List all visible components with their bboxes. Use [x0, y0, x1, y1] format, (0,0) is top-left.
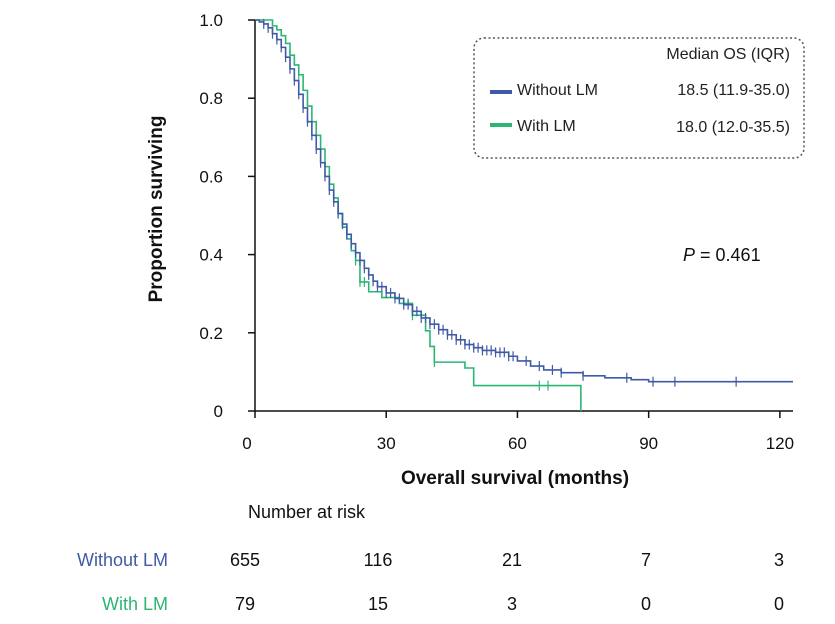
y-tick-label: 0	[214, 402, 223, 421]
km-survival-chart: 0 0.2 0.4 0.6 0.8 1.0 0 30 60 90 120 Proportion s…	[146, 11, 805, 489]
p-value-annotation: P = 0.461	[683, 245, 761, 265]
risk-cell: 3	[773, 550, 784, 570]
risk-cell: 3	[506, 594, 517, 614]
risk-cell: 0	[640, 594, 651, 614]
risk-table-title: Number at risk	[248, 502, 366, 522]
risk-cell: 15	[367, 594, 389, 614]
y-tick-label: 0.8	[199, 89, 223, 108]
y-tick-label: 0.6	[199, 167, 223, 186]
x-tick-label: 120	[766, 434, 794, 453]
series-layer	[255, 18, 793, 411]
p-value-text: = 0.461	[695, 245, 761, 265]
legend-border	[473, 37, 805, 159]
x-tick-label: 30	[377, 434, 396, 453]
risk-cell: 7	[640, 550, 651, 570]
legend-label-with-lm: With LM	[517, 118, 576, 135]
x-axis-title: Overall survival (months)	[401, 468, 629, 489]
risk-cell: 21	[501, 550, 523, 570]
y-tick-label: 1.0	[199, 11, 223, 30]
y-axis-title: Proportion surviving	[146, 116, 167, 303]
y-tick-label: 0.2	[199, 324, 223, 343]
legend-median-with-lm: 18.0 (12.0-35.5)	[676, 119, 790, 136]
risk-cell: 655	[229, 550, 261, 570]
risk-row-with-lm: With LM 79 15 3 0 0	[0, 594, 835, 618]
y-axis-ticks: 0 0.2 0.4 0.6 0.8 1.0	[199, 11, 255, 421]
legend-median-without-lm: 18.5 (11.9-35.0)	[677, 82, 790, 99]
risk-row-label: Without LM	[76, 550, 168, 570]
km-curve-without-lm	[255, 19, 793, 383]
risk-cell: 0	[773, 594, 784, 614]
risk-row-without-lm: Without LM 655 116 21 7 3	[0, 550, 835, 574]
x-tick-label: 0	[242, 434, 251, 453]
y-tick-label: 0.4	[199, 246, 223, 265]
x-tick-label: 90	[639, 434, 658, 453]
legend: Median OS (IQR) Without LM 18.5 (11.9-35…	[473, 37, 805, 159]
km-curve-with-lm	[255, 19, 582, 411]
risk-cell: 116	[363, 550, 393, 570]
p-value-label: P	[683, 245, 695, 265]
risk-cell: 79	[234, 594, 256, 614]
x-axis-ticks: 0 30 60 90 120	[242, 411, 794, 453]
legend-header: Median OS (IQR)	[666, 46, 790, 63]
series-with-lm	[255, 19, 582, 411]
series-without-lm	[255, 18, 793, 387]
legend-label-without-lm: Without LM	[517, 82, 598, 99]
x-tick-label: 60	[508, 434, 527, 453]
risk-row-label: With LM	[101, 594, 168, 614]
